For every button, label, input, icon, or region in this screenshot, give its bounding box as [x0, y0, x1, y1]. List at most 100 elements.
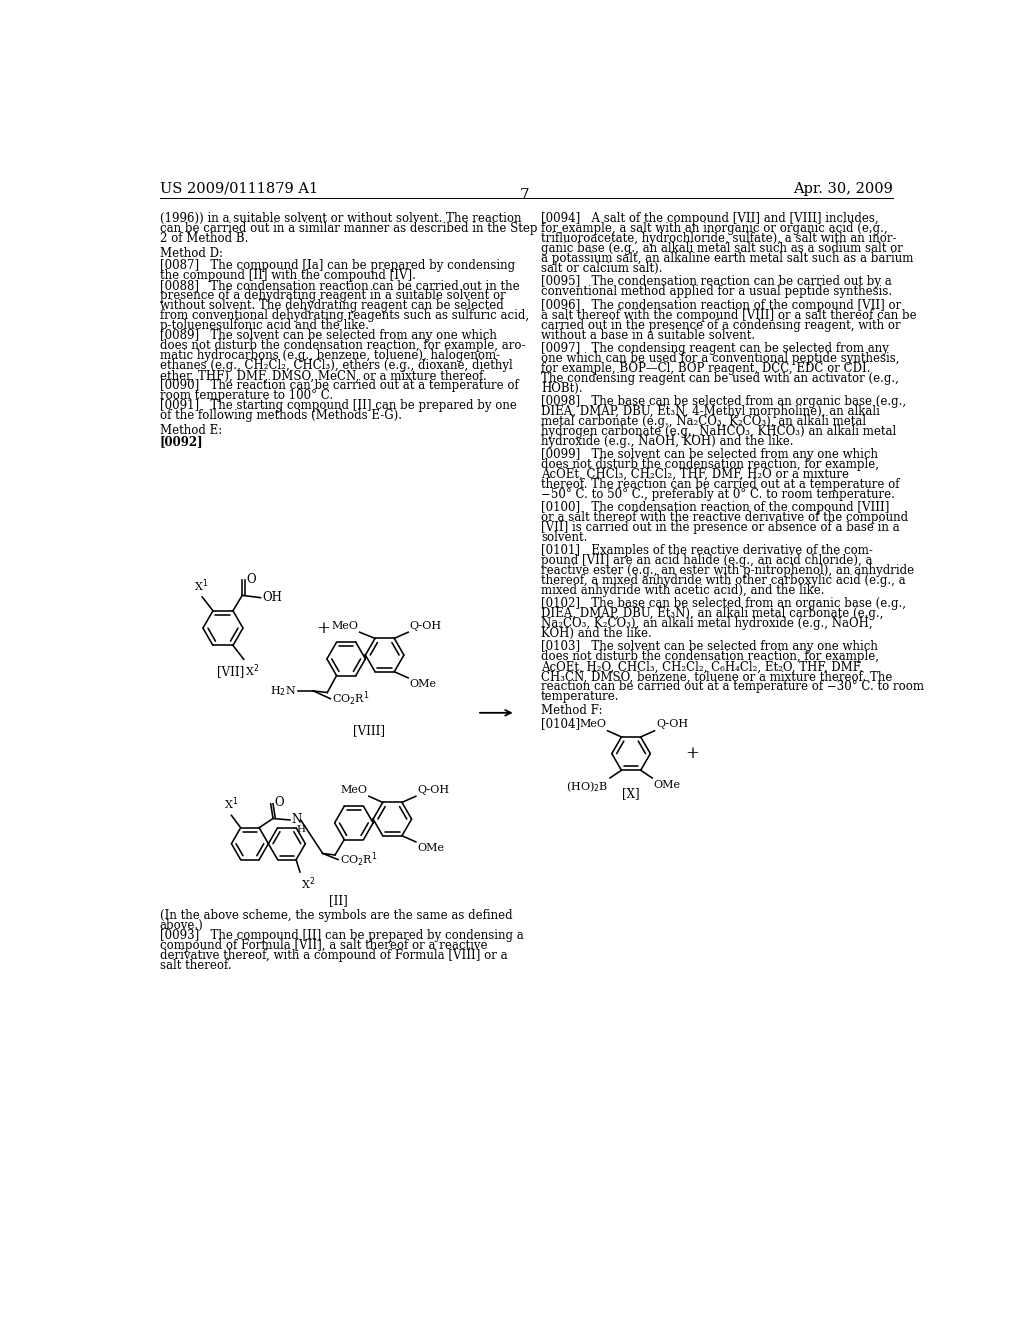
Text: +: + — [686, 744, 699, 762]
Text: X$^1$: X$^1$ — [194, 577, 208, 594]
Text: Method E:: Method E: — [160, 424, 222, 437]
Text: H$_2$N: H$_2$N — [270, 684, 297, 698]
Text: [0096]   The condensation reaction of the compound [VII] or: [0096] The condensation reaction of the … — [541, 298, 901, 312]
Text: DIEA, DMAP, DBU, Et₃N), an alkali metal carbonate (e.g.,: DIEA, DMAP, DBU, Et₃N), an alkali metal … — [541, 607, 884, 620]
Text: pound [VII] are an acid halide (e.g., an acid chloride), a: pound [VII] are an acid halide (e.g., an… — [541, 554, 872, 568]
Text: [0095]   The condensation reaction can be carried out by a: [0095] The condensation reaction can be … — [541, 276, 892, 289]
Text: compound of Formula [VII], a salt thereof or a reactive: compound of Formula [VII], a salt thereo… — [160, 940, 487, 952]
Text: O: O — [246, 573, 256, 586]
Text: 2 of Method B.: 2 of Method B. — [160, 232, 248, 246]
Text: one which can be used for a conventional peptide synthesis,: one which can be used for a conventional… — [541, 351, 899, 364]
Text: reactive ester (e.g., an ester with p-nitrophenol), an anhydride: reactive ester (e.g., an ester with p-ni… — [541, 564, 914, 577]
Text: [0093]   The compound [II] can be prepared by condensing a: [0093] The compound [II] can be prepared… — [160, 929, 523, 942]
Text: [X]: [X] — [623, 788, 640, 800]
Text: room temperature to 100° C.: room temperature to 100° C. — [160, 389, 333, 403]
Text: the compound [II] with the compound [IV].: the compound [II] with the compound [IV]… — [160, 269, 416, 282]
Text: or a salt thereof with the reactive derivative of the compound: or a salt thereof with the reactive deri… — [541, 511, 908, 524]
Text: HOBt).: HOBt). — [541, 381, 583, 395]
Text: Apr. 30, 2009: Apr. 30, 2009 — [793, 182, 893, 195]
Text: [VIII]: [VIII] — [353, 725, 385, 738]
Text: conventional method applied for a usual peptide synthesis.: conventional method applied for a usual … — [541, 285, 892, 298]
Text: hydroxide (e.g., NaOH, KOH) and the like.: hydroxide (e.g., NaOH, KOH) and the like… — [541, 434, 794, 447]
Text: [II]: [II] — [329, 894, 348, 907]
Text: OMe: OMe — [418, 843, 444, 854]
Text: CO$_2$R$^1$: CO$_2$R$^1$ — [340, 850, 377, 869]
Text: X$^2$: X$^2$ — [245, 663, 259, 678]
Text: carried out in the presence of a condensing reagent, with or: carried out in the presence of a condens… — [541, 318, 900, 331]
Text: thereof. The reaction can be carried out at a temperature of: thereof. The reaction can be carried out… — [541, 478, 899, 491]
Text: [0089]   The solvent can be selected from any one which: [0089] The solvent can be selected from … — [160, 330, 497, 342]
Text: reaction can be carried out at a temperature of −30° C. to room: reaction can be carried out at a tempera… — [541, 681, 924, 693]
Text: derivative thereof, with a compound of Formula [VIII] or a: derivative thereof, with a compound of F… — [160, 949, 508, 962]
Text: [0102]   The base can be selected from an organic base (e.g.,: [0102] The base can be selected from an … — [541, 598, 906, 610]
Text: Method D:: Method D: — [160, 247, 223, 260]
Text: does not disturb the condensation reaction, for example, aro-: does not disturb the condensation reacti… — [160, 339, 525, 352]
Text: [0101]   Examples of the reactive derivative of the com-: [0101] Examples of the reactive derivati… — [541, 544, 872, 557]
Text: −50° C. to 50° C., preferably at 0° C. to room temperature.: −50° C. to 50° C., preferably at 0° C. t… — [541, 488, 895, 502]
Text: CH₃CN, DMSO, benzene, toluene or a mixture thereof. The: CH₃CN, DMSO, benzene, toluene or a mixtu… — [541, 671, 892, 684]
Text: thereof, a mixed anhydride with other carboxylic acid (e.g., a: thereof, a mixed anhydride with other ca… — [541, 574, 905, 587]
Text: Method F:: Method F: — [541, 704, 602, 717]
Text: MeO: MeO — [340, 784, 368, 795]
Text: [0097]   The condensing reagent can be selected from any: [0097] The condensing reagent can be sel… — [541, 342, 889, 355]
Text: 7: 7 — [520, 187, 529, 202]
Text: a potassium salt, an alkaline earth metal salt such as a barium: a potassium salt, an alkaline earth meta… — [541, 252, 913, 265]
Text: from conventional dehydrating reagents such as sulfuric acid,: from conventional dehydrating reagents s… — [160, 309, 529, 322]
Text: AcOEt, CHCl₃, CH₂Cl₂, THF, DMF, H₂O or a mixture: AcOEt, CHCl₃, CH₂Cl₂, THF, DMF, H₂O or a… — [541, 469, 849, 480]
Text: [VII]: [VII] — [217, 665, 245, 678]
Text: MeO: MeO — [331, 620, 358, 631]
Text: [0098]   The base can be selected from an organic base (e.g.,: [0098] The base can be selected from an … — [541, 395, 906, 408]
Text: DIEA, DMAP, DBU, Et₃N, 4-Methyl morpholine), an alkali: DIEA, DMAP, DBU, Et₃N, 4-Methyl morpholi… — [541, 405, 880, 418]
Text: of the following methods (Methods E-G).: of the following methods (Methods E-G). — [160, 409, 401, 422]
Text: (In the above scheme, the symbols are the same as defined: (In the above scheme, the symbols are th… — [160, 909, 512, 923]
Text: X$^1$: X$^1$ — [223, 796, 238, 812]
Text: solvent.: solvent. — [541, 531, 588, 544]
Text: ethanes (e.g., CH₂Cl₂, CHCl₃), ethers (e.g., dioxane, diethyl: ethanes (e.g., CH₂Cl₂, CHCl₃), ethers (e… — [160, 359, 513, 372]
Text: [0094]   A salt of the compound [VII] and [VIII] includes,: [0094] A salt of the compound [VII] and … — [541, 213, 879, 226]
Text: H: H — [297, 825, 306, 834]
Text: p-toluenesulfonic acid and the like.: p-toluenesulfonic acid and the like. — [160, 319, 369, 333]
Text: (HO)$_2$B: (HO)$_2$B — [566, 780, 608, 795]
Text: OH: OH — [262, 591, 282, 605]
Text: does not disturb the condensation reaction, for example,: does not disturb the condensation reacti… — [541, 458, 879, 471]
Text: KOH) and the like.: KOH) and the like. — [541, 627, 651, 640]
Text: The condensing reagent can be used with an activator (e.g.,: The condensing reagent can be used with … — [541, 372, 899, 384]
Text: Q-OH: Q-OH — [656, 719, 688, 729]
Text: O: O — [274, 796, 285, 809]
Text: [0099]   The solvent can be selected from any one which: [0099] The solvent can be selected from … — [541, 447, 878, 461]
Text: [0087]   The compound [Ia] can be prepared by condensing: [0087] The compound [Ia] can be prepared… — [160, 259, 515, 272]
Text: can be carried out in a similar manner as described in the Step: can be carried out in a similar manner a… — [160, 222, 538, 235]
Text: CO$_2$R$^1$: CO$_2$R$^1$ — [332, 689, 370, 708]
Text: metal carbonate (e.g., Na₂CO₃, K₂CO₃), an alkali metal: metal carbonate (e.g., Na₂CO₃, K₂CO₃), a… — [541, 414, 866, 428]
Text: for example, BOP—Cl, BOP reagent, DCC, EDC or CDI.: for example, BOP—Cl, BOP reagent, DCC, E… — [541, 362, 870, 375]
Text: matic hydrocarbons (e.g., benzene, toluene), halogenom-: matic hydrocarbons (e.g., benzene, tolue… — [160, 350, 500, 363]
Text: without a base in a suitable solvent.: without a base in a suitable solvent. — [541, 329, 755, 342]
Text: above.): above.) — [160, 919, 204, 932]
Text: Na₂CO₃, K₂CO₃), an alkali metal hydroxide (e.g., NaOH,: Na₂CO₃, K₂CO₃), an alkali metal hydroxid… — [541, 618, 872, 631]
Text: a salt thereof with the compound [VIII] or a salt thereof can be: a salt thereof with the compound [VIII] … — [541, 309, 916, 322]
Text: Q-OH: Q-OH — [410, 620, 441, 631]
Text: ether, THF), DMF, DMSO, MeCN, or a mixture thereof.: ether, THF), DMF, DMSO, MeCN, or a mixtu… — [160, 370, 486, 383]
Text: MeO: MeO — [579, 719, 606, 729]
Text: [0088]   The condensation reaction can be carried out in the: [0088] The condensation reaction can be … — [160, 280, 519, 292]
Text: for example, a salt with an inorganic or organic acid (e.g.,: for example, a salt with an inorganic or… — [541, 222, 888, 235]
Text: OMe: OMe — [410, 680, 436, 689]
Text: (1996)) in a suitable solvent or without solvent. The reaction: (1996)) in a suitable solvent or without… — [160, 213, 521, 226]
Text: does not disturb the condensation reaction, for example,: does not disturb the condensation reacti… — [541, 651, 879, 664]
Text: X$^2$: X$^2$ — [301, 875, 315, 892]
Text: [0100]   The condensation reaction of the compound [VIII]: [0100] The condensation reaction of the … — [541, 502, 890, 513]
Text: without solvent. The dehydrating reagent can be selected: without solvent. The dehydrating reagent… — [160, 300, 504, 313]
Text: [0091]   The starting compound [II] can be prepared by one: [0091] The starting compound [II] can be… — [160, 400, 517, 412]
Text: [0092]: [0092] — [160, 436, 204, 449]
Text: [0103]   The solvent can be selected from any one which: [0103] The solvent can be selected from … — [541, 640, 878, 653]
Text: temperature.: temperature. — [541, 690, 620, 704]
Text: hydrogen carbonate (e.g., NaHCO₃, KHCO₃) an alkali metal: hydrogen carbonate (e.g., NaHCO₃, KHCO₃)… — [541, 425, 896, 438]
Text: salt thereof.: salt thereof. — [160, 960, 231, 973]
Text: [0104]: [0104] — [541, 717, 580, 730]
Text: presence of a dehydrating reagent in a suitable solvent or: presence of a dehydrating reagent in a s… — [160, 289, 506, 302]
Text: N: N — [292, 813, 302, 826]
Text: ganic base (e.g., an alkali metal salt such as a sodium salt or: ganic base (e.g., an alkali metal salt s… — [541, 243, 903, 255]
Text: mixed anhydride with acetic acid), and the like.: mixed anhydride with acetic acid), and t… — [541, 585, 824, 597]
Text: US 2009/0111879 A1: US 2009/0111879 A1 — [160, 182, 317, 195]
Text: AcOEt, H₂O, CHCl₃, CH₂Cl₂, C₆H₄Cl₂, Et₂O, THF, DMF,: AcOEt, H₂O, CHCl₃, CH₂Cl₂, C₆H₄Cl₂, Et₂O… — [541, 660, 863, 673]
